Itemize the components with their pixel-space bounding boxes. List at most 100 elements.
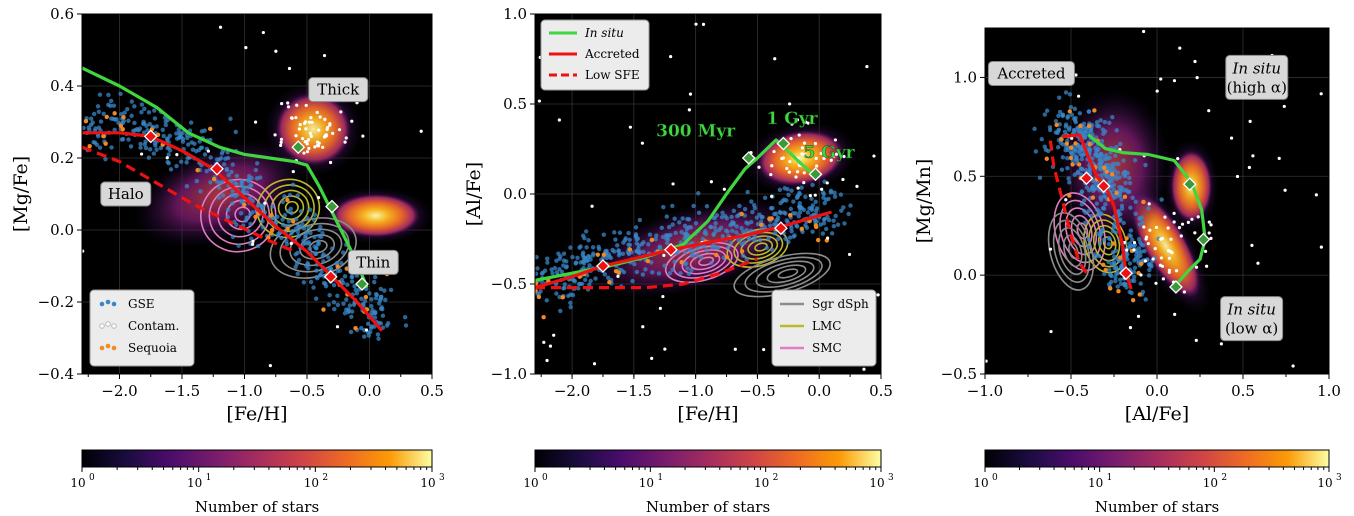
y-tick-label: 0.6 xyxy=(50,5,74,23)
gse-point xyxy=(822,200,827,206)
gse-point xyxy=(665,236,671,242)
gse-point xyxy=(831,223,837,229)
x-tick-label: 0.5 xyxy=(869,382,893,400)
gse-point xyxy=(347,303,353,308)
track-markers-left xyxy=(143,129,369,291)
contour-sgr-dsph xyxy=(777,268,799,279)
legend-swatch xyxy=(99,301,105,307)
gse-point xyxy=(1117,184,1122,190)
gse-point xyxy=(699,255,704,260)
marker-accreted xyxy=(664,242,678,257)
contam-point xyxy=(315,110,319,115)
sequoia-point xyxy=(1124,236,1129,241)
gse-point xyxy=(660,234,666,240)
gse-point xyxy=(1133,211,1138,217)
contam-point xyxy=(1167,256,1172,260)
marker-accreted xyxy=(210,161,224,176)
sequoia-point xyxy=(363,294,369,300)
gse-point xyxy=(1111,182,1117,188)
gse-point xyxy=(311,285,316,290)
gse-point xyxy=(831,218,836,223)
contam-point xyxy=(1182,290,1186,294)
contam-point xyxy=(279,143,283,147)
gse-point xyxy=(554,258,559,263)
gse-point xyxy=(253,167,259,173)
gse-point xyxy=(359,296,364,302)
age-label: 5 Gyr xyxy=(804,143,856,163)
gse-point xyxy=(1101,237,1107,242)
gse-point xyxy=(583,229,589,234)
gse-point xyxy=(596,246,602,252)
contam-point xyxy=(1163,215,1167,219)
gse-point xyxy=(757,237,763,243)
gse-point xyxy=(1115,284,1120,289)
contam-point xyxy=(773,57,777,61)
gse-point xyxy=(544,298,549,303)
gse-point xyxy=(60,139,64,143)
gse-point xyxy=(767,223,773,228)
gse-point xyxy=(1128,228,1134,233)
contam-point xyxy=(808,194,812,198)
contam-point xyxy=(802,171,806,175)
gse-point xyxy=(152,141,158,146)
gse-point xyxy=(217,180,222,185)
gse-point xyxy=(255,161,260,166)
gse-point xyxy=(789,225,794,231)
gse-point xyxy=(561,258,567,263)
gse-point xyxy=(566,293,571,299)
colorbar-tick-exponent: 3 xyxy=(888,473,894,483)
gse-point xyxy=(241,189,246,194)
contam-point xyxy=(772,149,776,154)
gse-point xyxy=(647,232,653,237)
gse-point xyxy=(1086,208,1092,214)
gse-point xyxy=(673,230,678,236)
colorbar-tick-label: 10 xyxy=(304,476,319,490)
gse-point xyxy=(1115,270,1121,276)
contam-point xyxy=(1176,157,1180,161)
contam-point xyxy=(1074,73,1078,77)
contam-point xyxy=(328,160,333,165)
gse-point xyxy=(1111,187,1117,193)
gse-point xyxy=(780,198,785,204)
gse-point xyxy=(1096,146,1101,152)
gse-point xyxy=(689,268,694,273)
contam-point xyxy=(829,158,833,162)
sequoia-point xyxy=(195,168,200,173)
gse-point xyxy=(344,297,349,302)
gse-point xyxy=(1099,173,1104,178)
colorbar xyxy=(81,449,433,468)
panel-right: −1.0 −0.5 0.0 0.5 1.0−0.50.00.51.0[Al/Fe][Mg… xyxy=(913,27,1341,425)
gse-point xyxy=(126,137,131,142)
gse-point xyxy=(576,286,581,291)
gse-point xyxy=(841,205,846,210)
gse-point xyxy=(106,92,111,98)
contam-point xyxy=(1161,277,1165,281)
gse-point xyxy=(1042,112,1048,117)
contam-point xyxy=(251,242,255,246)
gse-point xyxy=(301,238,306,244)
sequoia-point xyxy=(541,314,546,320)
gse-point xyxy=(1113,174,1118,179)
gse-point xyxy=(742,240,747,245)
gse-point xyxy=(752,234,758,239)
gse-point xyxy=(1159,197,1164,202)
gse-point xyxy=(1071,127,1077,133)
colorbar-tick-label: 10 xyxy=(639,476,654,490)
contam-point xyxy=(305,150,310,154)
legend-swatch xyxy=(111,323,117,329)
contam-point xyxy=(1048,247,1053,251)
gse-point xyxy=(813,219,818,225)
gse-point xyxy=(290,182,296,187)
gse-point xyxy=(229,169,234,175)
contour-sgr-dsph xyxy=(766,264,807,284)
gse-point xyxy=(202,128,207,133)
gse-point xyxy=(1113,275,1118,280)
sequoia-point xyxy=(788,212,793,218)
sequoia-point xyxy=(1044,156,1049,161)
gse-point xyxy=(545,260,550,265)
gse-point xyxy=(151,151,157,156)
gse-point xyxy=(194,178,200,184)
legend-label: Sgr dSph xyxy=(812,297,869,311)
gse-point xyxy=(320,253,325,259)
track-low-sfe xyxy=(82,145,296,254)
